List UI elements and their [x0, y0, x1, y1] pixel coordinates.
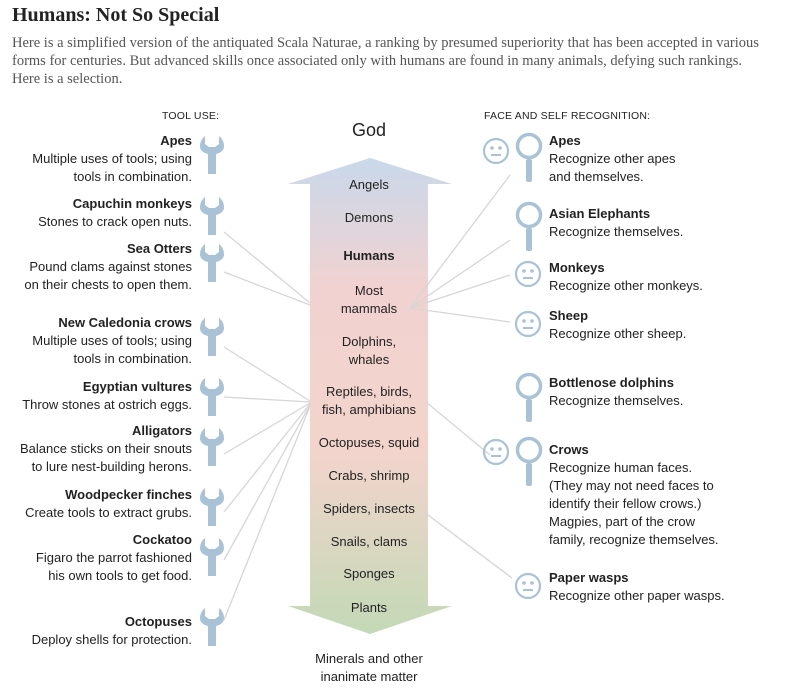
recog-item-title: Asian Elephants — [549, 206, 651, 221]
scale-top-god: God — [351, 120, 387, 140]
wrench-icon — [200, 136, 224, 174]
recog-item-desc: Recognize other apes and themselves. — [549, 151, 676, 184]
scale-level-reptiles-birds: Reptiles, birds, fish, amphibians — [322, 384, 416, 417]
recog-item-paper-wasps: Paper wasps Recognize other paper wasps. — [549, 569, 725, 605]
tool-item-title: Sea Otters — [126, 241, 192, 256]
recog-item-title: Apes — [549, 133, 581, 148]
recog-item-apes: Apes Recognize other apes and themselves… — [549, 132, 675, 186]
tool-item-desc: Pound clams against stones on their ches… — [24, 259, 192, 292]
scale-level-angels: Angels — [349, 177, 389, 192]
connector-lines — [223, 174, 513, 621]
recog-item-title: Paper wasps — [549, 570, 629, 585]
mirror-icon — [515, 436, 543, 486]
recog-item-dolphins: Bottlenose dolphins Recognize themselves… — [549, 374, 683, 410]
recog-item-desc: Recognize themselves. — [549, 224, 684, 239]
scale-bottom-minerals: Minerals and other inanimate matter — [315, 651, 423, 684]
scale-level-spiders-insects: Spiders, insects — [323, 501, 415, 516]
tool-item-desc: Stones to crack open nuts. — [38, 214, 192, 229]
scale-level-most-mammals: Most mammals — [340, 283, 398, 316]
face-icon — [514, 260, 542, 288]
mirror-icon — [515, 372, 543, 422]
tool-item-capuchin: Capuchin monkeys Stones to crack open nu… — [38, 195, 192, 231]
tool-use-heading: TOOL USE: — [162, 110, 220, 122]
recog-item-desc: Recognize human faces. (They may not nee… — [549, 460, 719, 547]
tool-item-vultures: Egyptian vultures Throw stones at ostric… — [22, 378, 192, 414]
tool-item-cockatoo: Cockatoo Figaro the parrot fashioned his… — [36, 531, 192, 585]
tool-item-desc: Throw stones at ostrich eggs. — [22, 397, 192, 412]
tool-item-nc-crows: New Caledonia crows Multiple uses of too… — [32, 314, 192, 368]
wrench-icon — [200, 244, 224, 282]
wrench-icon — [200, 318, 224, 356]
mirror-icon — [515, 132, 543, 182]
recog-item-title: Bottlenose dolphins — [549, 375, 674, 390]
face-icon — [482, 137, 510, 165]
mirror-icon — [515, 201, 543, 251]
scale-level-dolphins-whales: Dolphins, whales — [341, 334, 397, 367]
tool-item-finches: Woodpecker finches Create tools to extra… — [25, 486, 192, 522]
tool-item-title: Alligators — [132, 423, 192, 438]
scale-arrow — [288, 158, 452, 634]
face-icon — [482, 438, 510, 466]
recog-item-sheep: Sheep Recognize other sheep. — [549, 307, 686, 343]
tool-item-desc: Deploy shells for protection. — [31, 632, 192, 647]
tool-item-title: Egyptian vultures — [82, 379, 192, 394]
tool-item-title: Octopuses — [124, 614, 192, 629]
face-icon — [514, 572, 542, 600]
intro-text: Here is a simplified version of the anti… — [12, 35, 759, 87]
recog-item-desc: Recognize other sheep. — [549, 326, 687, 341]
tool-item-apes: Apes Multiple uses of tools; using tools… — [32, 132, 192, 186]
recog-item-desc: Recognize other paper wasps. — [549, 588, 725, 603]
scale-level-octopuses-squid: Octopuses, squid — [318, 435, 420, 450]
tool-item-desc: Create tools to extract grubs. — [25, 505, 192, 520]
tool-item-title: New Caledonia crows — [58, 315, 192, 330]
tool-item-desc: Multiple uses of tools; using tools in c… — [32, 151, 192, 184]
wrench-icon — [200, 378, 224, 416]
tool-item-title: Woodpecker finches — [65, 487, 192, 502]
recog-item-desc: Recognize themselves. — [549, 393, 684, 408]
scale-level-plants: Plants — [350, 600, 388, 615]
tool-item-title: Capuchin monkeys — [72, 196, 192, 211]
wrench-icon — [200, 538, 224, 576]
scale-level-snails-clams: Snails, clams — [330, 534, 408, 549]
page-title: Humans: Not So Special — [12, 4, 220, 26]
tool-item-desc: Multiple uses of tools; using tools in c… — [32, 333, 192, 366]
wrench-icon — [200, 197, 224, 235]
wrench-icon — [200, 488, 224, 526]
recog-item-crows: Crows Recognize human faces. (They may n… — [549, 441, 719, 549]
tool-item-title: Apes — [160, 133, 192, 148]
recog-item-title: Sheep — [549, 308, 589, 323]
scale-level-demons: Demons — [344, 210, 394, 225]
tool-item-octopuses: Octopuses Deploy shells for protection. — [32, 613, 192, 649]
recog-item-monkeys: Monkeys Recognize other monkeys. — [549, 259, 703, 295]
tool-item-alligators: Alligators Balance sticks on their snout… — [20, 422, 192, 476]
tool-item-desc: Balance sticks on their snouts to lure n… — [20, 441, 192, 474]
self-recognition-heading: FACE AND SELF RECOGNITION: — [484, 110, 651, 122]
wrench-icon — [200, 428, 224, 466]
tool-item-sea-otters: Sea Otters Pound clams against stones on… — [24, 240, 192, 294]
recog-item-title: Monkeys — [549, 260, 605, 275]
scale-level-crabs-shrimp: Crabs, shrimp — [328, 468, 410, 483]
recog-item-title: Crows — [549, 442, 589, 457]
recog-item-desc: Recognize other monkeys. — [549, 278, 703, 293]
recog-item-elephants: Asian Elephants Recognize themselves. — [549, 205, 683, 241]
wrench-icon — [200, 608, 224, 646]
face-icon — [514, 310, 542, 338]
tool-item-title: Cockatoo — [132, 532, 192, 547]
scale-level-humans: Humans — [343, 248, 395, 263]
scale-level-sponges: Sponges — [343, 566, 395, 581]
tool-item-desc: Figaro the parrot fashioned his own tool… — [35, 550, 192, 583]
